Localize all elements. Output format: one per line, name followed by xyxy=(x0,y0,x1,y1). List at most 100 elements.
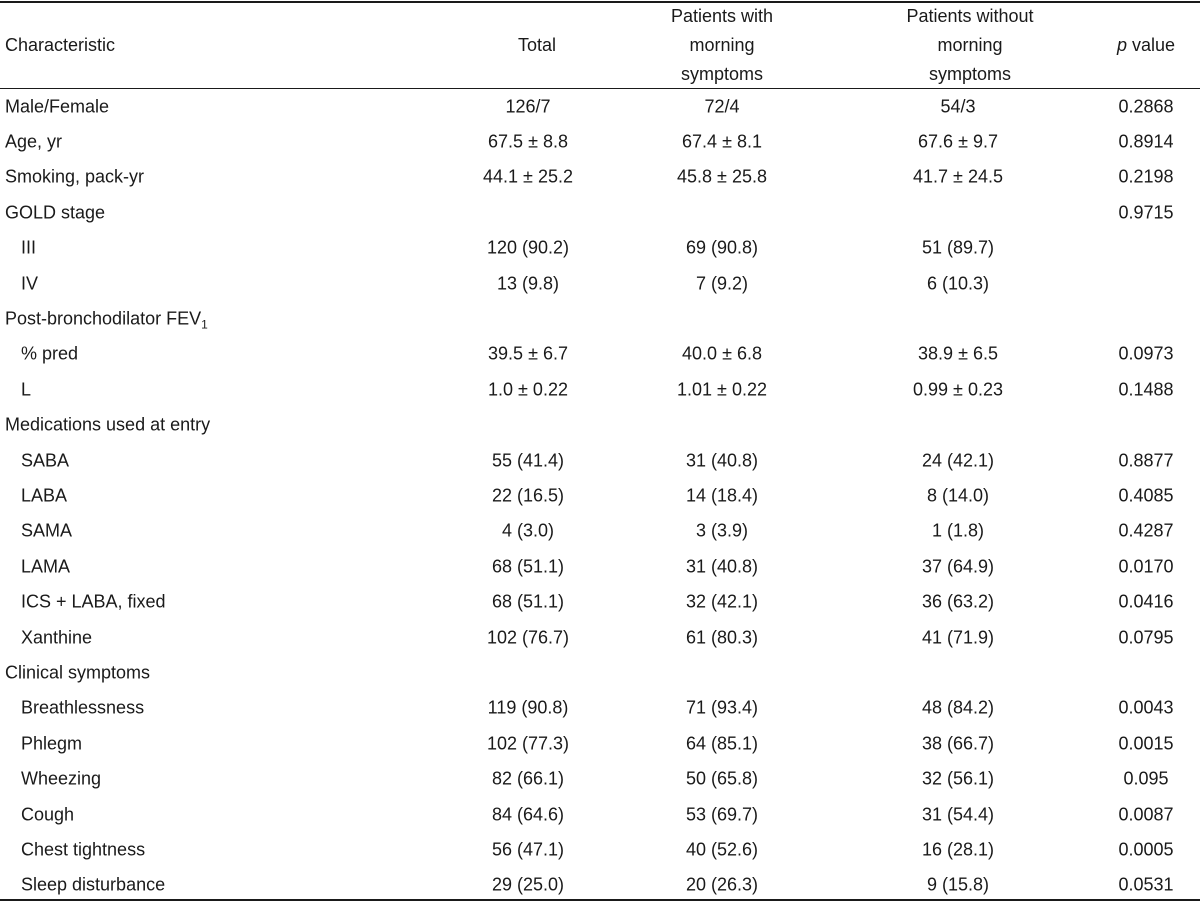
total-cell: 120 (90.2) xyxy=(486,237,570,258)
row-label: LAMA xyxy=(21,556,71,577)
p-value-cell: 0.8914 xyxy=(1118,131,1174,152)
with-morning-cell: 72/4 xyxy=(704,96,740,117)
row-label: III xyxy=(21,237,37,258)
p-value-cell: 0.0015 xyxy=(1118,733,1174,754)
p-value-cell: 0.8877 xyxy=(1118,450,1174,471)
header-characteristic-text: Characteristic xyxy=(5,35,116,55)
with-morning-cell: 3 (3.9) xyxy=(695,520,749,541)
total-cell: 56 (47.1) xyxy=(491,839,565,860)
p-value-cell: 0.0416 xyxy=(1118,591,1174,612)
table-row: LABA 22 (16.5) 14 (18.4) 8 (14.0) 0.4085 xyxy=(0,478,1200,513)
row-label: LABA xyxy=(21,485,68,506)
without-morning-cell: 54/3 xyxy=(940,96,976,117)
table-row: Age, yr 67.5 ± 8.8 67.4 ± 8.1 67.6 ± 9.7 0.8… xyxy=(0,124,1200,159)
with-morning-cell: 67.4 ± 8.1 xyxy=(682,131,762,152)
total-cell: 4 (3.0) xyxy=(501,520,555,541)
table-row: SAMA 4 (3.0) 3 (3.9) 1 (1.8) 0.4287 xyxy=(0,514,1200,549)
with-morning-cell: 69 (90.8) xyxy=(685,237,759,258)
total-cell: 67.5 ± 8.8 xyxy=(488,131,568,152)
p-value-cell: 0.0973 xyxy=(1118,343,1174,364)
header-p-italic: p xyxy=(1116,35,1127,55)
row-label: Age, yr xyxy=(5,131,63,152)
without-morning-cell: 16 (28.1) xyxy=(921,839,995,860)
with-morning-cell: 7 (9.2) xyxy=(695,273,749,294)
without-morning-cell: 48 (84.2) xyxy=(921,697,995,718)
row-label-subscript: 1 xyxy=(201,317,208,332)
row-label: Clinical symptoms xyxy=(5,662,151,683)
row-label: Smoking, pack-yr xyxy=(5,166,145,187)
total-cell: 102 (77.3) xyxy=(486,733,570,754)
header-without-morning: Patients without morning symptoms xyxy=(820,3,1120,88)
header-p-rest: value xyxy=(1126,35,1176,55)
with-morning-cell: 40 (52.6) xyxy=(685,839,759,860)
table-row: Cough 84 (64.6) 53 (69.7) 31 (54.4) 0.0087 xyxy=(0,797,1200,832)
header-with-line1: Patients with xyxy=(670,6,774,26)
total-cell: 55 (41.4) xyxy=(491,450,565,471)
table-row: Smoking, pack-yr 44.1 ± 25.2 45.8 ± 25.8 41… xyxy=(0,160,1200,195)
without-morning-cell: 9 (15.8) xyxy=(926,874,990,895)
without-morning-cell: 67.6 ± 9.7 xyxy=(918,131,998,152)
row-label: Sleep disturbance xyxy=(21,874,166,895)
table-row: LAMA 68 (51.1) 31 (40.8) 37 (64.9) 0.0170 xyxy=(0,549,1200,584)
row-label: Phlegm xyxy=(21,733,83,754)
header-without-morning-text: Patients without morning symptoms xyxy=(906,2,1033,89)
table-row: Post-bronchodilator FEV1 xyxy=(0,301,1200,336)
without-morning-cell: 38.9 ± 6.5 xyxy=(918,343,998,364)
total-cell: 119 (90.8) xyxy=(487,697,569,718)
with-morning-cell: 31 (40.8) xyxy=(685,450,759,471)
table-top-rule xyxy=(0,1,1200,3)
table-row: Breathlessness 119 (90.8) 71 (93.4) 48 (84.… xyxy=(0,691,1200,726)
table-row: % pred 39.5 ± 6.7 40.0 ± 6.8 38.9 ± 6.5 0.09… xyxy=(0,337,1200,372)
p-value-cell: 0.0531 xyxy=(1118,874,1174,895)
without-morning-cell: 24 (42.1) xyxy=(921,450,995,471)
table-row: Sleep disturbance 29 (25.0) 20 (26.3) 9 (15… xyxy=(0,868,1200,903)
table-row: Male/Female 126/7 72/4 54/3 0.2868 xyxy=(0,89,1200,124)
with-morning-cell: 50 (65.8) xyxy=(685,768,759,789)
header-characteristic: Characteristic xyxy=(5,3,305,88)
total-cell: 68 (51.1) xyxy=(491,591,565,612)
total-cell: 29 (25.0) xyxy=(491,874,565,895)
table-row: GOLD stage 0.9715 xyxy=(0,195,1200,230)
table-row: Wheezing 82 (66.1) 50 (65.8) 32 (56.1) 0.095 xyxy=(0,761,1200,796)
row-label: Male/Female xyxy=(5,96,110,117)
table-row: Clinical symptoms xyxy=(0,655,1200,690)
without-morning-cell: 38 (66.7) xyxy=(921,733,995,754)
with-morning-cell: 14 (18.4) xyxy=(685,485,759,506)
total-cell: 68 (51.1) xyxy=(491,556,565,577)
header-total-text: Total xyxy=(517,35,557,55)
row-label: Medications used at entry xyxy=(5,414,211,435)
with-morning-cell: 31 (40.8) xyxy=(685,556,759,577)
with-morning-cell: 53 (69.7) xyxy=(685,804,759,824)
row-label: Xanthine xyxy=(21,627,93,648)
row-label: L xyxy=(21,379,32,400)
table-body: Male/Female 126/7 72/4 54/3 0.2868 Age, yr 67.… xyxy=(0,89,1200,903)
without-morning-cell: 41.7 ± 24.5 xyxy=(913,166,1003,187)
row-label: ICS + LABA, fixed xyxy=(21,591,166,612)
table-row: L 1.0 ± 0.22 1.01 ± 0.22 0.99 ± 0.23 0.1488 xyxy=(0,372,1200,407)
p-value-cell: 0.4287 xyxy=(1118,520,1174,541)
without-morning-cell: 31 (54.4) xyxy=(921,804,995,824)
header-total: Total xyxy=(437,3,637,88)
p-value-cell: 0.0087 xyxy=(1118,804,1174,824)
p-value-cell: 0.2868 xyxy=(1118,96,1174,117)
header-with-line2: morning xyxy=(689,35,755,55)
table-bottom-rule xyxy=(0,899,1200,901)
p-value-cell: 0.095 xyxy=(1123,768,1169,789)
without-morning-cell: 6 (10.3) xyxy=(926,273,990,294)
table-row: Chest tightness 56 (47.1) 40 (52.6) 16 (28.… xyxy=(0,832,1200,867)
table-row: III 120 (90.2) 69 (90.8) 51 (89.7) xyxy=(0,231,1200,266)
header-without-line3: symptoms xyxy=(928,64,1011,84)
table-row: ICS + LABA, fixed 68 (51.1) 32 (42.1) 36 (6… xyxy=(0,584,1200,619)
total-cell: 126/7 xyxy=(505,96,551,117)
total-cell: 82 (66.1) xyxy=(491,768,565,789)
header-without-line1: Patients without xyxy=(906,6,1034,26)
table-row: IV 13 (9.8) 7 (9.2) 6 (10.3) xyxy=(0,266,1200,301)
row-label: SAMA xyxy=(21,520,73,541)
row-label: IV xyxy=(21,273,39,294)
with-morning-cell: 45.8 ± 25.8 xyxy=(677,166,767,187)
without-morning-cell: 41 (71.9) xyxy=(921,627,995,648)
p-value-cell: 0.0170 xyxy=(1118,556,1174,577)
header-with-morning-text: Patients with morning symptoms xyxy=(671,2,773,89)
without-morning-cell: 0.99 ± 0.23 xyxy=(913,379,1003,400)
total-cell: 13 (9.8) xyxy=(496,273,560,294)
